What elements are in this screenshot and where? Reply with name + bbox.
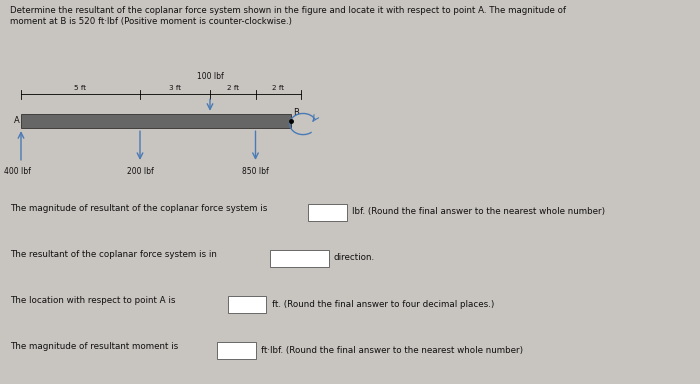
Text: B: B — [293, 108, 299, 117]
Text: 5 ft: 5 ft — [74, 85, 87, 91]
Text: 850 lbf: 850 lbf — [242, 167, 269, 175]
Bar — [308, 204, 346, 221]
Text: 2 ft: 2 ft — [272, 85, 284, 91]
Text: A: A — [14, 116, 20, 126]
Text: 2 ft: 2 ft — [227, 85, 239, 91]
Text: direction.: direction. — [334, 253, 375, 262]
Text: Determine the resultant of the coplanar force system shown in the figure and loc: Determine the resultant of the coplanar … — [10, 6, 566, 15]
Bar — [21, 114, 290, 128]
Text: The magnitude of resultant of the coplanar force system is: The magnitude of resultant of the coplan… — [10, 204, 268, 212]
Bar — [217, 342, 256, 359]
Text: The location with respect to point A is: The location with respect to point A is — [10, 296, 176, 305]
Text: ▼: ▼ — [316, 254, 321, 259]
Text: The magnitude of resultant moment is: The magnitude of resultant moment is — [10, 342, 178, 351]
Text: upward: upward — [273, 254, 303, 263]
Bar — [228, 296, 266, 313]
Text: lbf. (Round the final answer to the nearest whole number): lbf. (Round the final answer to the near… — [352, 207, 606, 216]
Text: 3 ft: 3 ft — [169, 85, 181, 91]
Text: moment at B is 520 ft·lbf (Positive moment is counter-clockwise.): moment at B is 520 ft·lbf (Positive mome… — [10, 17, 293, 26]
Text: 200 lbf: 200 lbf — [127, 167, 153, 175]
Text: 400 lbf: 400 lbf — [4, 167, 31, 175]
Bar — [270, 250, 329, 267]
Text: ft. (Round the final answer to four decimal places.): ft. (Round the final answer to four deci… — [272, 300, 494, 308]
Text: ft·lbf. (Round the final answer to the nearest whole number): ft·lbf. (Round the final answer to the n… — [261, 346, 523, 354]
Text: 100 lbf: 100 lbf — [197, 72, 223, 81]
Text: The resultant of the coplanar force system is in: The resultant of the coplanar force syst… — [10, 250, 218, 258]
